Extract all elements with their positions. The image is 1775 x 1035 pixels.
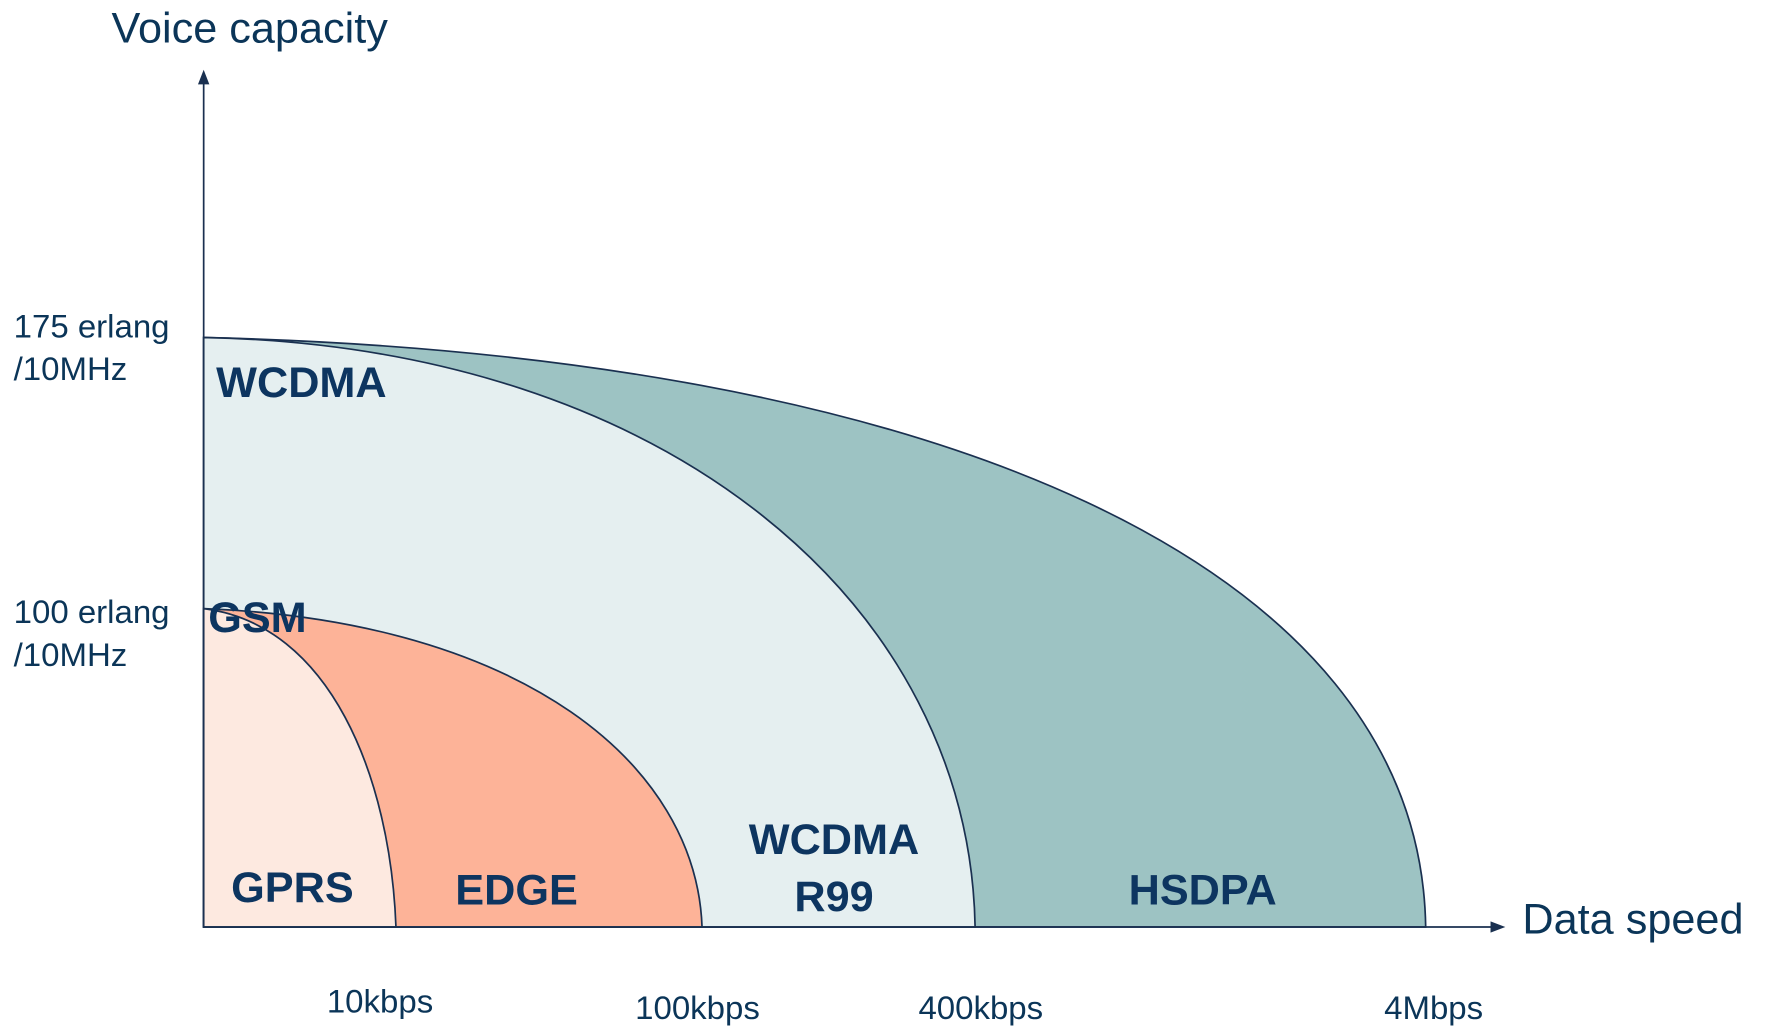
region-label: WCDMA bbox=[749, 816, 919, 864]
y-tick-label: 175 erlang bbox=[14, 308, 170, 345]
y-tick-label: /10MHz bbox=[14, 636, 128, 673]
gprs-area bbox=[202, 607, 397, 928]
region-label: WCDMA bbox=[216, 359, 386, 407]
x-tick-label: 10kbps bbox=[327, 983, 433, 1020]
region-label: GPRS bbox=[231, 864, 354, 912]
y-axis-label: Voice capacity bbox=[112, 5, 389, 53]
y-tick-label: /10MHz bbox=[14, 350, 128, 387]
region-label: GSM bbox=[208, 594, 306, 642]
y-tick-label: 100 erlang bbox=[14, 593, 170, 630]
region-label: R99 bbox=[794, 873, 873, 921]
x-tick-label: 4Mbps bbox=[1384, 989, 1483, 1026]
y-axis-arrow bbox=[197, 69, 210, 85]
x-tick-label: 400kbps bbox=[918, 989, 1043, 1026]
region-label: HSDPA bbox=[1129, 867, 1277, 915]
x-axis-arrow bbox=[1490, 921, 1506, 933]
x-tick-label: 100kbps bbox=[635, 989, 760, 1026]
x-axis-label: Data speed bbox=[1522, 896, 1743, 944]
region-label: EDGE bbox=[455, 867, 578, 915]
